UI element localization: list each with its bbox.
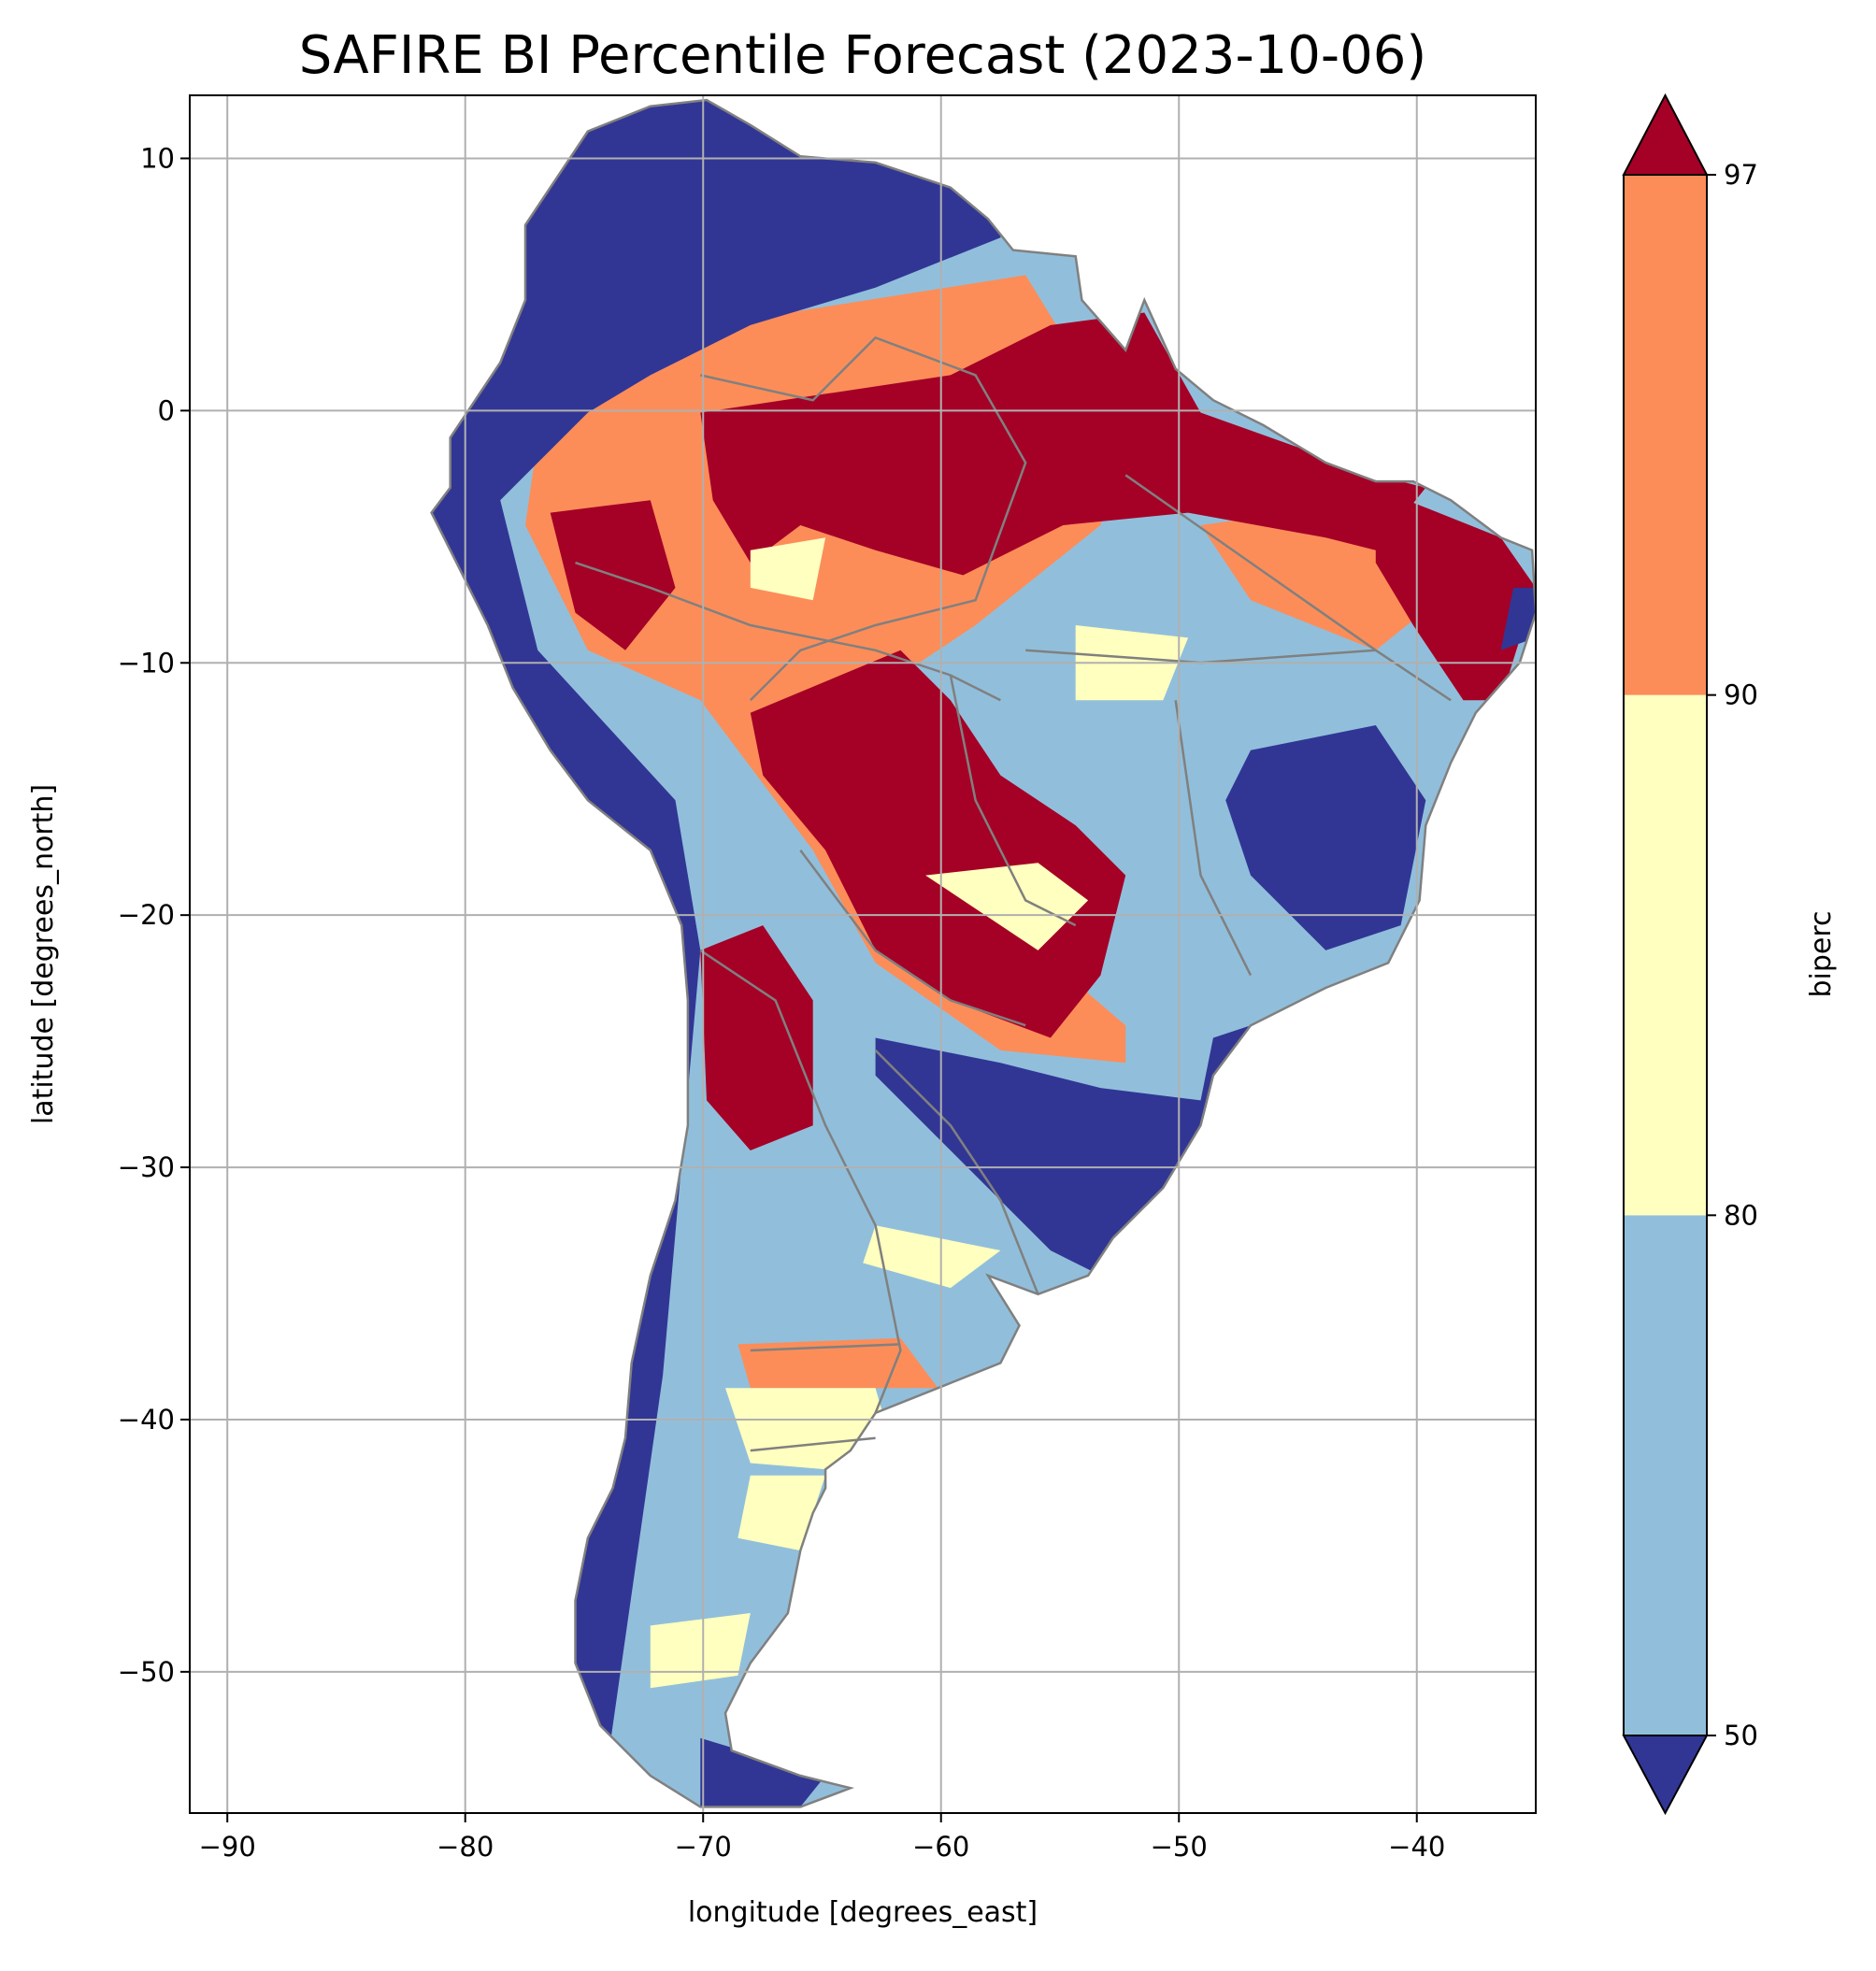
y-tick-label: −10 [118,647,175,678]
biperc-region-below-50 [700,1737,826,1807]
biperc-region-80-90 [863,1225,1001,1289]
colorbar: 50 80 90 97 [1622,93,1758,1816]
y-tick-label: −40 [118,1404,175,1435]
y-axis-label: latitude [degrees_north] [27,784,60,1124]
biperc-region-80-90 [650,1613,751,1689]
gridlines [190,95,1536,1813]
x-axis-label: longitude [degrees_east] [688,1896,1038,1929]
x-tick-label: −50 [1151,1831,1208,1863]
x-tick-label: −40 [1388,1831,1445,1863]
colorbar-label: biperc [1805,910,1838,997]
y-tick-label: −50 [118,1656,175,1688]
country-border [1174,700,1253,977]
biperc-region-80-90 [925,863,1089,950]
y-tick-label: 0 [158,394,175,426]
x-tick-label: −70 [675,1831,732,1863]
map-layer [430,98,1536,1808]
country-border [700,336,1027,702]
x-tick-label: −90 [199,1831,256,1863]
colorbar-extend-min [1622,1735,1709,1816]
colorbar-tick-label: 50 [1724,1720,1758,1751]
country-border [750,1343,901,1352]
chart-title: SAFIRE BI Percentile Forecast (2023-10-0… [299,25,1426,86]
x-tick-label: −60 [912,1831,969,1863]
y-tick-label: −30 [118,1151,175,1183]
country-border [874,1050,1039,1295]
biperc-region-below-50 [1225,725,1426,950]
colorbar-tick-label: 90 [1724,679,1758,711]
colorbar-segment-80-90 [1624,694,1707,1216]
country-border [575,561,1001,702]
y-tick-label: 10 [140,142,175,174]
biperc-region-80-90 [725,1388,901,1476]
colorbar-tick-label: 97 [1724,159,1758,191]
axes-frame [189,94,1537,1814]
colorbar-segment-50-80 [1624,1215,1707,1735]
country-border [699,949,902,1414]
country-border [750,1436,876,1452]
biperc-region-above-97 [700,925,813,1150]
biperc-region-80-90 [738,1475,826,1551]
biperc-field [431,100,1536,1807]
country-border [1124,474,1452,702]
country-border [799,850,1026,1027]
colorbar-tick-label: 80 [1724,1199,1758,1231]
biperc-region-above-97 [1375,487,1536,701]
coastline [430,98,1536,1808]
biperc-region-90-97 [738,1337,938,1389]
y-axis-ticks: 10 0 −10 −20 −30 −40 −50 [118,142,190,1688]
biperc-region-80-90 [750,537,826,601]
biperc-region-below-50 [875,1025,1251,1276]
biperc-region-below-50 [1500,587,1536,650]
biperc-region-above-97 [700,312,1426,576]
x-tick-label: −80 [437,1831,494,1863]
colorbar-extend-max [1622,93,1709,176]
colorbar-segment-90-97 [1624,175,1707,695]
x-axis-ticks: −90 −80 −70 −60 −50 −40 [199,1813,1445,1863]
y-tick-label: −20 [118,899,175,931]
country-border [949,675,1077,927]
